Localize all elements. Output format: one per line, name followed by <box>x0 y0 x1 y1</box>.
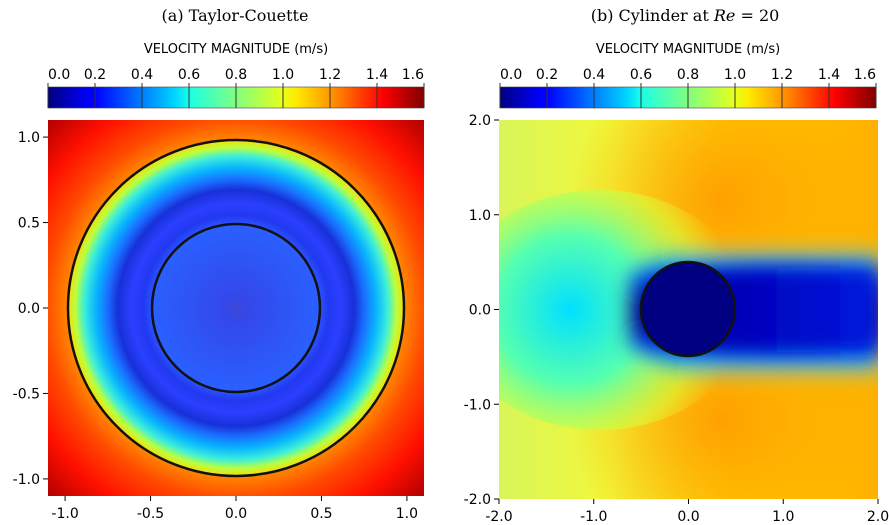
panel-a-colorbar-tick-label: 0.2 <box>84 67 106 83</box>
panel-b-colorbar-tick-label: 1.4 <box>818 67 840 83</box>
panel-a-inner-field <box>152 224 320 392</box>
panel-b-x-tick-label: -1.0 <box>580 509 607 525</box>
panel-b-colorbar-ticks: 0.0 0.2 0.4 0.6 0.8 1.0 1.2 1.4 1.6 <box>499 67 877 108</box>
panel-a-x-tick-label: 0.5 <box>310 506 332 522</box>
panel-b-axes: -2.0 -1.0 0.0 1.0 2.0 2.0 1.0 0.0 -1.0 -2.0 <box>464 113 889 525</box>
panel-b-x-tick-label: 0.0 <box>677 509 699 525</box>
panel-b-cylinder <box>639 260 737 358</box>
panel-b-colorbar-tick-label: 1.0 <box>724 67 746 83</box>
panel-b-x-tick-label: 1.0 <box>772 509 794 525</box>
panel-b-colorbar-tick-label: 0.8 <box>677 67 699 83</box>
panel-b-y-tick-label: -2.0 <box>464 492 491 508</box>
panel-b-title-suffix: = 20 <box>735 6 780 25</box>
panel-b-y-tick-label: 1.0 <box>469 208 491 224</box>
panel-a-y-tick-label: 0.5 <box>18 216 40 232</box>
panel-a-colorbar-tick-label: 1.2 <box>319 67 341 83</box>
panel-a-colorbar-tick-label: 1.6 <box>402 67 424 83</box>
panel-b-colorbar-label: VELOCITY MAGNITUDE (m/s) <box>595 42 781 57</box>
panel-b-colorbar-tick-label: 0.2 <box>536 67 558 83</box>
panel-a-colorbar-label: VELOCITY MAGNITUDE (m/s) <box>143 42 329 57</box>
panel-a-axes: -1.0 -0.5 0.0 0.5 1.0 1.0 0.5 0.0 -0.5 -1.0 <box>13 130 418 522</box>
panel-a-inner-cylinder <box>150 222 322 394</box>
panel-b-title-var: Re <box>713 6 736 25</box>
panel-b-colorbar-tick-label: 1.6 <box>854 67 876 83</box>
panel-b-y-tick-label: -1.0 <box>464 397 491 413</box>
panel-a-x-tick-label: 0.0 <box>225 506 247 522</box>
panel-a-y-tick-label: 0.0 <box>18 301 40 317</box>
panel-a-x-tick-label: 1.0 <box>396 506 418 522</box>
panel-a-title: (a) Taylor-Couette <box>161 6 309 25</box>
panel-a-x-tick-label: -0.5 <box>137 506 164 522</box>
panel-b-plot <box>499 120 878 499</box>
panel-b-colorbar-tick-label: 0.4 <box>583 67 605 83</box>
panel-b-colorbar-tick-label: 1.2 <box>771 67 793 83</box>
panel-b-colorbar-tick-label: 0.0 <box>500 67 522 83</box>
panel-b-y-tick-label: 2.0 <box>469 113 491 129</box>
panel-a-colorbar-tick-label: 0.0 <box>48 67 70 83</box>
panel-a-colorbar-tick-label: 0.8 <box>225 67 247 83</box>
panel-a-y-tick-label: 1.0 <box>18 130 40 146</box>
panel-b-title: (b) Cylinder at Re = 20 <box>510 6 860 25</box>
panel-a-colorbar-tick-label: 0.4 <box>131 67 153 83</box>
panel-a-colorbar-tick-label: 1.0 <box>272 67 294 83</box>
panel-a-colorbar-ticks: 0.0 0.2 0.4 0.6 0.8 1.0 1.2 1.4 1.6 <box>47 67 425 108</box>
panel-a-y-tick-label: -1.0 <box>13 472 40 488</box>
panel-b-x-tick-label: 2.0 <box>867 509 889 525</box>
panel-a-y-tick-label: -0.5 <box>13 386 40 402</box>
panel-b-title-prefix: (b) Cylinder at <box>590 6 714 25</box>
panel-a-outer-cylinder <box>66 138 406 478</box>
panel-a-colorbar-tick-label: 0.6 <box>178 67 200 83</box>
panel-b-y-tick-label: 0.0 <box>469 303 491 319</box>
panel-a-x-tick-label: -1.0 <box>51 506 78 522</box>
panel-b-colorbar-tick-label: 0.6 <box>630 67 652 83</box>
panel-a-plot <box>48 120 424 496</box>
panel-b-x-tick-label: -2.0 <box>485 509 512 525</box>
panel-a-colorbar-tick-label: 1.4 <box>366 67 388 83</box>
panel-b-cylinder-field <box>641 262 735 356</box>
